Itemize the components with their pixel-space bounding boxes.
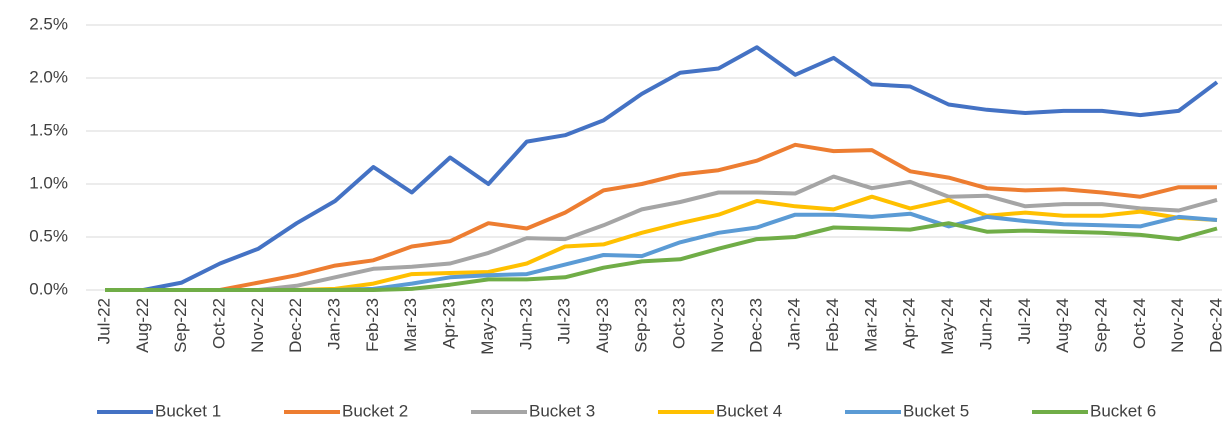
x-tick-label: Jun-23 xyxy=(516,298,535,350)
legend-label: Bucket 4 xyxy=(716,401,782,420)
x-tick-label: Dec-22 xyxy=(286,298,305,353)
x-tick-label: Mar-24 xyxy=(861,298,880,352)
x-tick-label: Sep-22 xyxy=(171,298,190,353)
x-tick-label: Nov-23 xyxy=(708,298,727,353)
series-line xyxy=(105,142,1217,292)
legend-label: Bucket 6 xyxy=(1090,401,1156,420)
series-line xyxy=(105,45,1219,292)
legend-label: Bucket 1 xyxy=(155,401,221,420)
y-tick-label: 2.0% xyxy=(29,67,68,86)
legend-label: Bucket 3 xyxy=(529,401,595,420)
y-tick-label: 1.0% xyxy=(29,173,68,192)
series-line xyxy=(105,194,1218,292)
x-tick-label: Feb-24 xyxy=(823,298,842,352)
x-tick-label: Dec-23 xyxy=(746,298,765,353)
x-tick-label: Jul-22 xyxy=(94,298,113,344)
x-tick-label: Oct-22 xyxy=(210,298,229,349)
x-tick-label: Jul-23 xyxy=(555,298,574,344)
x-tick-label: Apr-24 xyxy=(900,298,919,349)
x-tick-label: Sep-23 xyxy=(631,298,650,353)
x-tick-label: Oct-24 xyxy=(1130,298,1149,349)
y-tick-label: 0.5% xyxy=(29,226,68,245)
y-tick-label: 0.0% xyxy=(29,279,68,298)
x-tick-label: Jul-24 xyxy=(1015,298,1034,344)
x-tick-label: Jan-24 xyxy=(785,298,804,350)
x-tick-label: Dec-24 xyxy=(1206,298,1225,353)
x-tick-label: Jun-24 xyxy=(976,298,995,350)
x-tick-label: Nov-22 xyxy=(248,298,267,353)
x-tick-label: Aug-24 xyxy=(1053,298,1072,353)
x-tick-label: Apr-23 xyxy=(440,298,459,349)
legend-label: Bucket 2 xyxy=(342,401,408,420)
series-line xyxy=(105,221,1218,292)
x-tick-label: May-24 xyxy=(938,298,957,355)
series-line xyxy=(105,174,1218,292)
x-tick-label: Oct-23 xyxy=(670,298,689,349)
x-tick-label: Mar-23 xyxy=(401,298,420,352)
x-tick-label: Nov-24 xyxy=(1168,298,1187,353)
x-tick-label: Aug-23 xyxy=(593,298,612,353)
x-tick-label: Jan-23 xyxy=(325,298,344,350)
legend-label: Bucket 5 xyxy=(903,401,969,420)
x-tick-label: Feb-23 xyxy=(363,298,382,352)
x-tick-label: Aug-22 xyxy=(133,298,152,353)
y-tick-label: 2.5% xyxy=(29,14,68,33)
x-tick-label: Sep-24 xyxy=(1091,298,1110,353)
x-tick-label: May-23 xyxy=(478,298,497,355)
y-tick-label: 1.5% xyxy=(29,120,68,139)
